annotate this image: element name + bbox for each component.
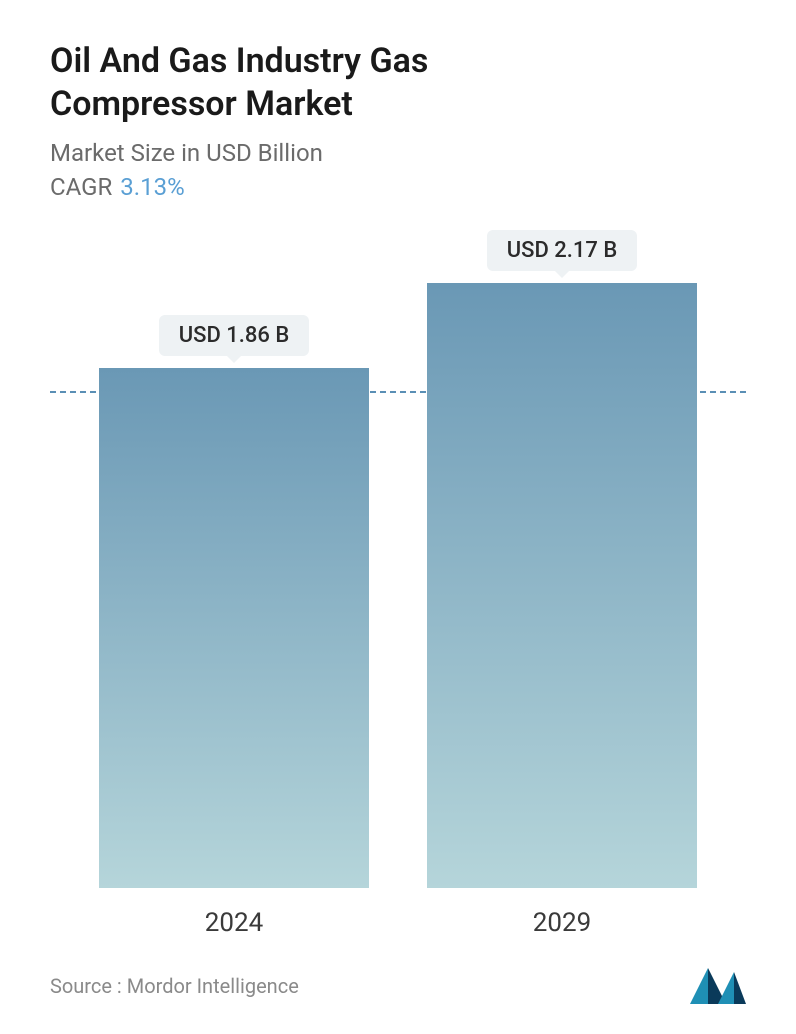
brand-logo-icon: [690, 968, 746, 1004]
bar-group-2029: USD 2.17 B: [422, 283, 702, 888]
value-badge-2029: USD 2.17 B: [487, 230, 638, 271]
chart-title: Oil And Gas Industry Gas Compressor Mark…: [50, 40, 610, 125]
x-label-2024: 2024: [94, 908, 374, 938]
cagr-label: CAGR: [50, 173, 112, 201]
bar-2029: [427, 283, 697, 888]
chart-area: USD 1.86 B USD 2.17 B 2024 2029: [50, 261, 746, 938]
chart-subtitle: Market Size in USD Billion: [50, 139, 746, 167]
bars-wrap: USD 1.86 B USD 2.17 B: [50, 261, 746, 888]
chart-container: Oil And Gas Industry Gas Compressor Mark…: [0, 0, 796, 1034]
value-badge-2024: USD 1.86 B: [159, 315, 310, 356]
cagr-value: 3.13%: [120, 173, 184, 201]
bar-2024: [99, 368, 369, 888]
source-text: Source : Mordor Intelligence: [50, 974, 299, 998]
bar-group-2024: USD 1.86 B: [94, 368, 374, 888]
x-axis-labels: 2024 2029: [50, 908, 746, 938]
chart-footer: Source : Mordor Intelligence: [50, 958, 746, 1004]
x-label-2029: 2029: [422, 908, 702, 938]
cagr-row: CAGR 3.13%: [50, 173, 746, 201]
